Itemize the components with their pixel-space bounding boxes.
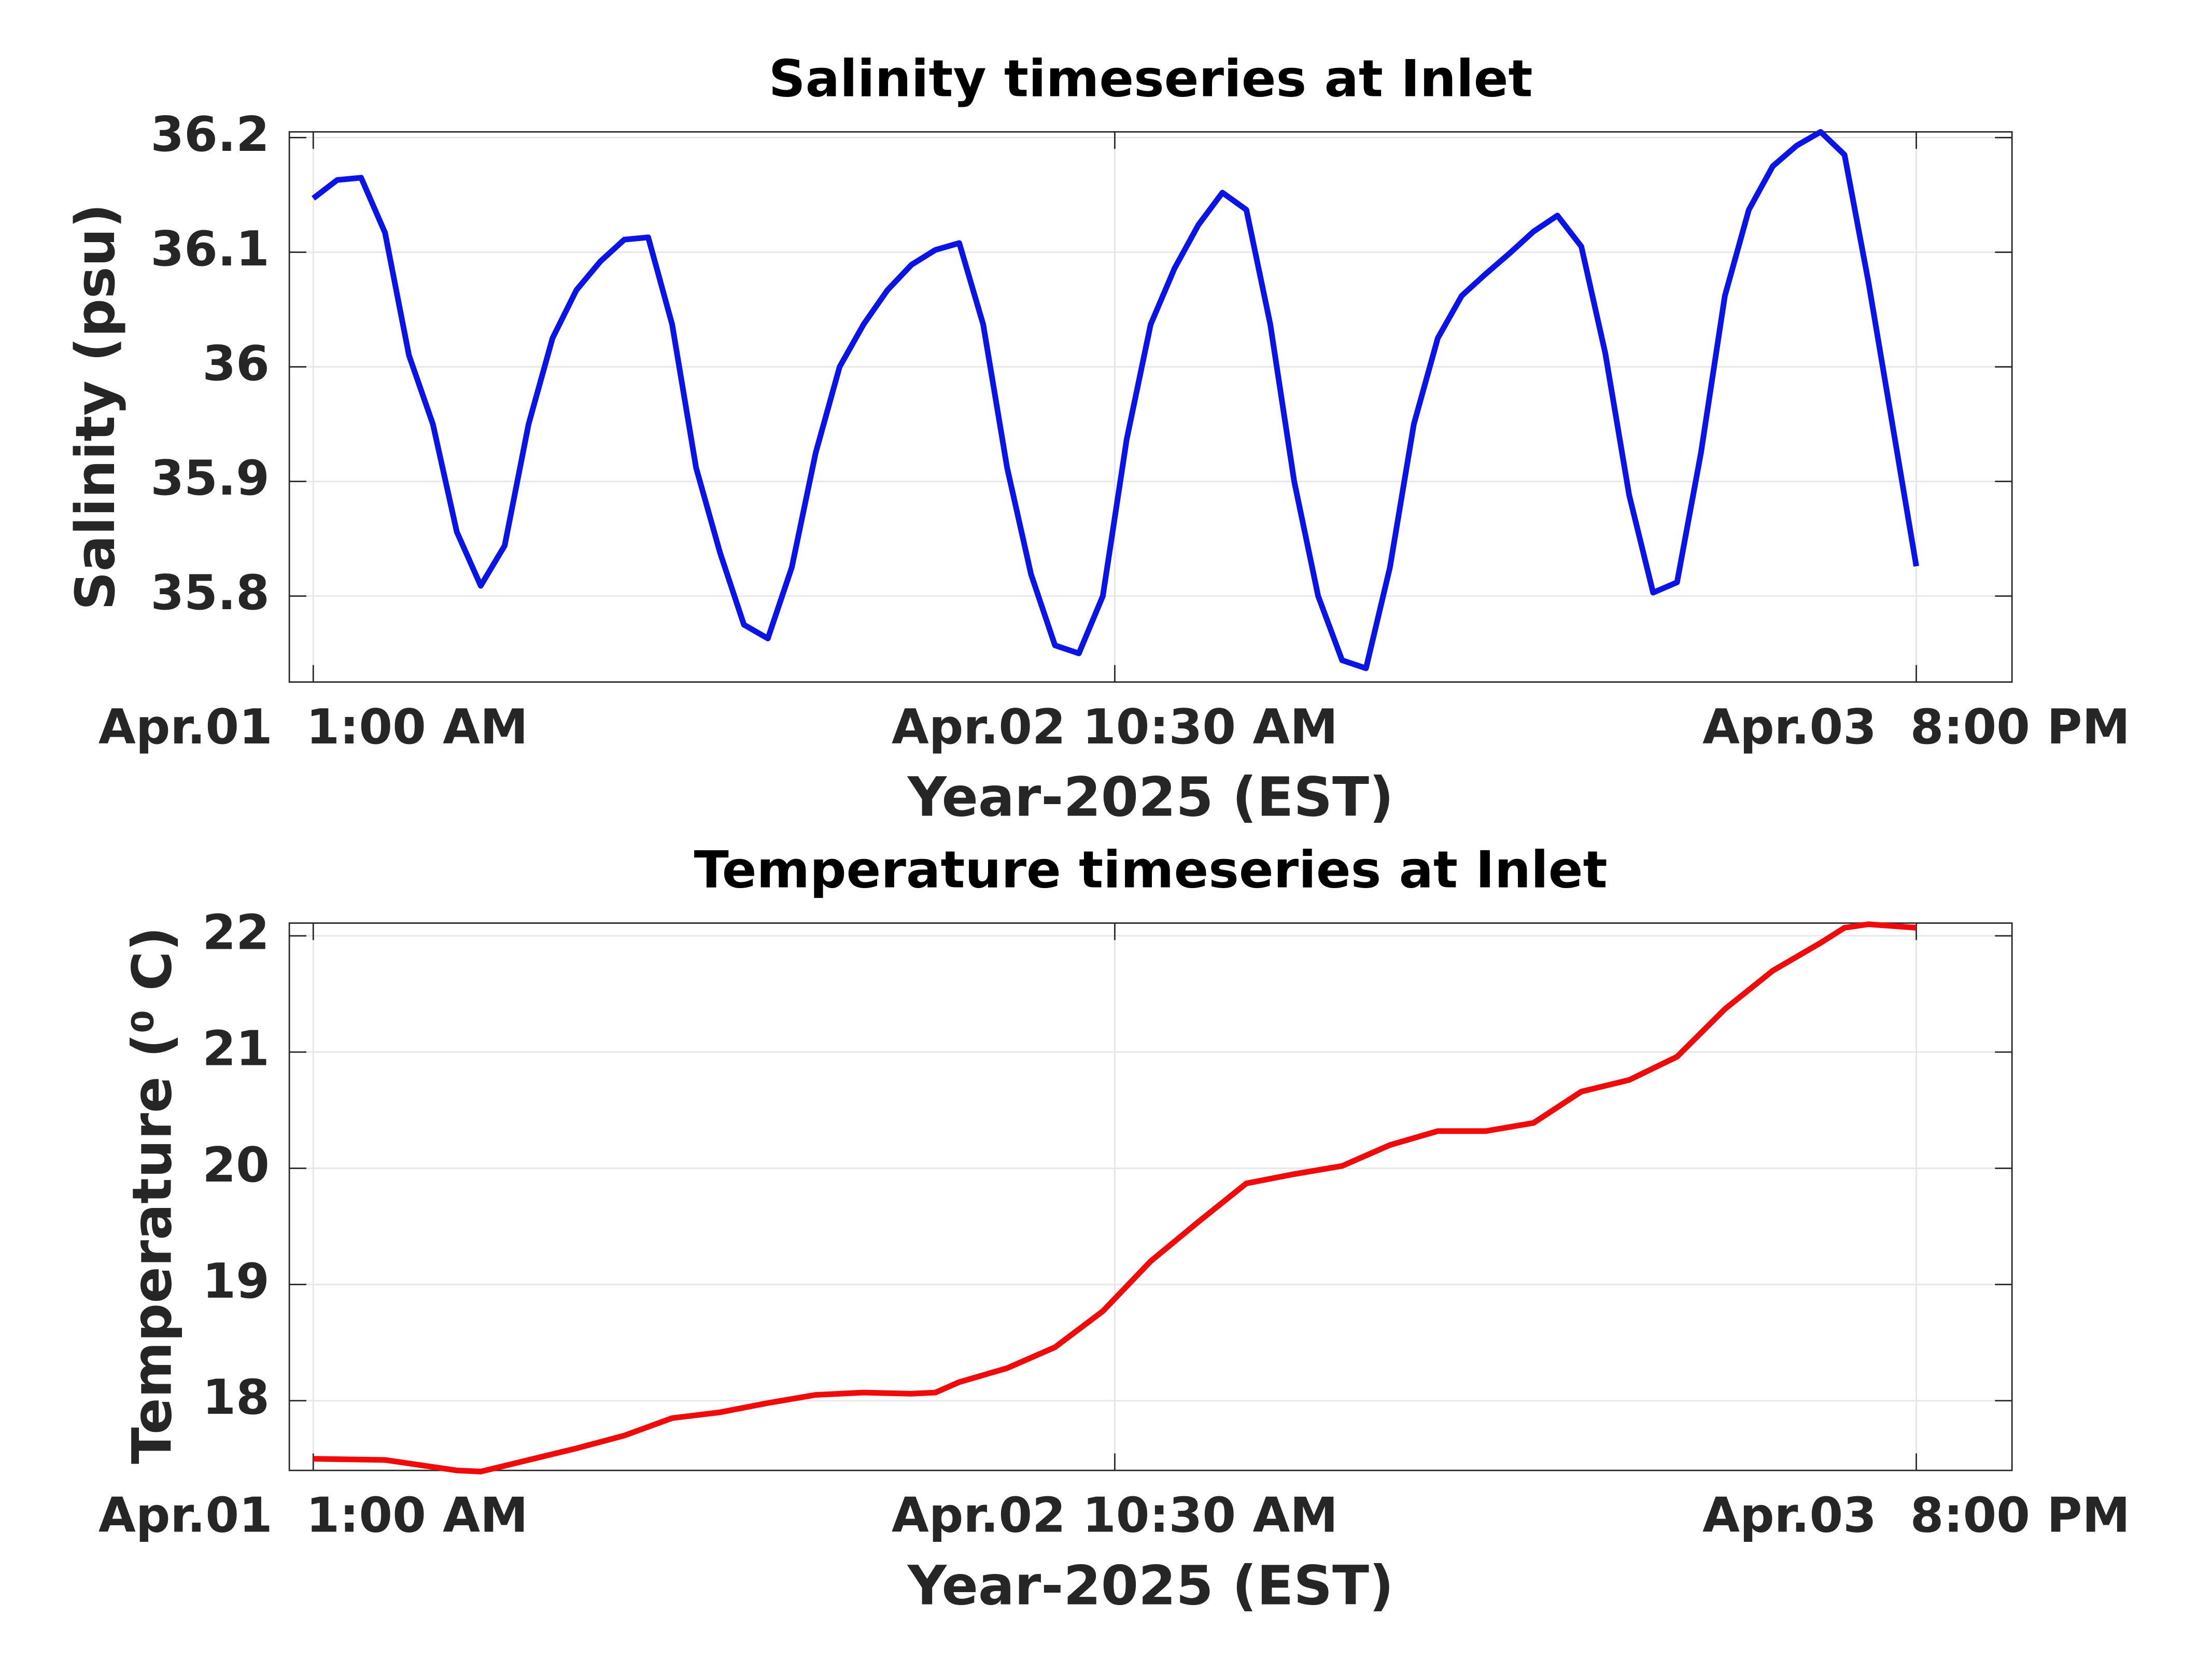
chart-title: Salinity timeseries at Inlet (769, 49, 1533, 108)
chart-title: Temperature timeseries at Inlet (694, 841, 1608, 900)
y-tick-label: 36.2 (150, 106, 269, 162)
y-tick-label: 21 (202, 1021, 269, 1077)
y-tick-label: 22 (202, 905, 269, 961)
plot-area (289, 132, 2012, 682)
axes-frame (288, 922, 2013, 1471)
x-tick-label: Apr.02 10:30 AM (892, 1487, 1338, 1543)
data-line (313, 921, 1917, 1474)
data-line (311, 129, 1919, 671)
y-tick-label: 18 (202, 1369, 269, 1425)
x-tick-label: Apr.01 1:00 AM (98, 699, 528, 755)
x-axis-label: Year-2025 (EST) (907, 1554, 1394, 1617)
y-tick-label: 20 (202, 1137, 269, 1193)
y-tick-label: 35.8 (150, 565, 269, 621)
y-tick-label: 36 (202, 335, 269, 391)
y-tick-label: 19 (202, 1253, 269, 1309)
x-axis-label: Year-2025 (EST) (907, 766, 1394, 829)
y-tick-label: 35.9 (150, 450, 269, 506)
axes-frame (288, 131, 2013, 683)
y-tick-label: 36.1 (150, 221, 269, 277)
x-tick-label: Apr.03 8:00 PM (1702, 1487, 2130, 1543)
x-tick-label: Apr.02 10:30 AM (892, 699, 1338, 755)
plot-area (289, 923, 2012, 1471)
y-axis-label: Temperature (⁰ C) (121, 926, 184, 1464)
y-axis-label: Salinity (psu) (64, 204, 127, 611)
x-tick-label: Apr.03 8:00 PM (1702, 699, 2130, 755)
x-tick-label: Apr.01 1:00 AM (98, 1487, 528, 1543)
